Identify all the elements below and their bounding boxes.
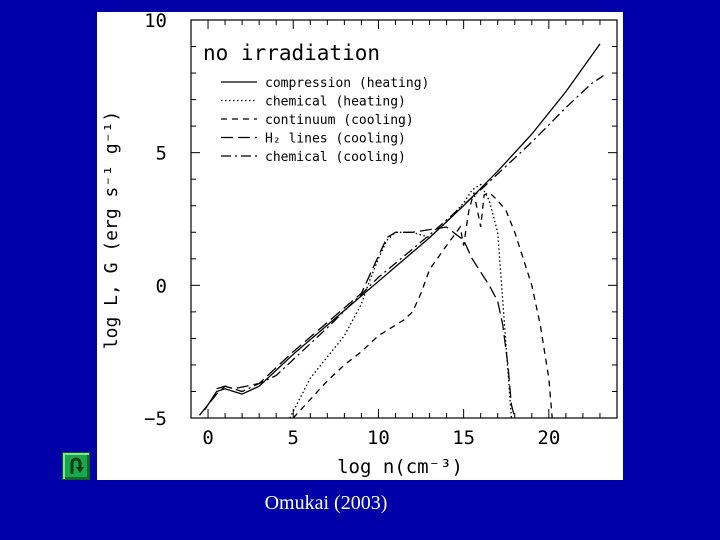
legend-label: chemical (heating) xyxy=(265,95,406,110)
y-tick-label: 0 xyxy=(156,275,167,297)
x-tick-label: 15 xyxy=(452,427,475,449)
series-line-1 xyxy=(204,43,601,411)
back-button[interactable] xyxy=(62,452,90,480)
chart-svg: 0 5 10 15 20 −5 0 5 10 compression (heating) chem… xyxy=(101,12,618,478)
x-tick-label: 20 xyxy=(537,427,560,449)
series-line-3 xyxy=(292,191,553,419)
x-tick-label: 10 xyxy=(367,427,390,449)
chart-title: no irradiation xyxy=(203,41,380,65)
series-line-4 xyxy=(198,226,516,419)
y-tick-label: 5 xyxy=(156,143,167,165)
y-axis-label: log L, G (erg s⁻¹ g⁻¹) xyxy=(101,111,122,349)
chart-panel: 0 5 10 15 20 −5 0 5 10 compression (heating) chem… xyxy=(97,12,623,480)
x-axis-label: log n(cm⁻³) xyxy=(337,456,463,478)
plot-frame xyxy=(190,19,618,419)
x-tick-label: 0 xyxy=(202,427,213,449)
y-tick-label: −5 xyxy=(144,408,167,430)
x-tick-label: 5 xyxy=(288,427,299,449)
legend-label: continuum (cooling) xyxy=(265,113,414,128)
series-line-2 xyxy=(289,183,513,419)
u-turn-icon xyxy=(70,457,84,474)
legend-label: H₂ lines (cooling) xyxy=(265,132,406,147)
legend-label: compression (heating) xyxy=(265,76,429,91)
y-tick-label: 10 xyxy=(144,12,167,32)
legend-label: chemical (cooling) xyxy=(265,150,406,165)
series-line-5 xyxy=(216,75,604,393)
figure-caption: Omukai (2003) xyxy=(264,492,388,514)
